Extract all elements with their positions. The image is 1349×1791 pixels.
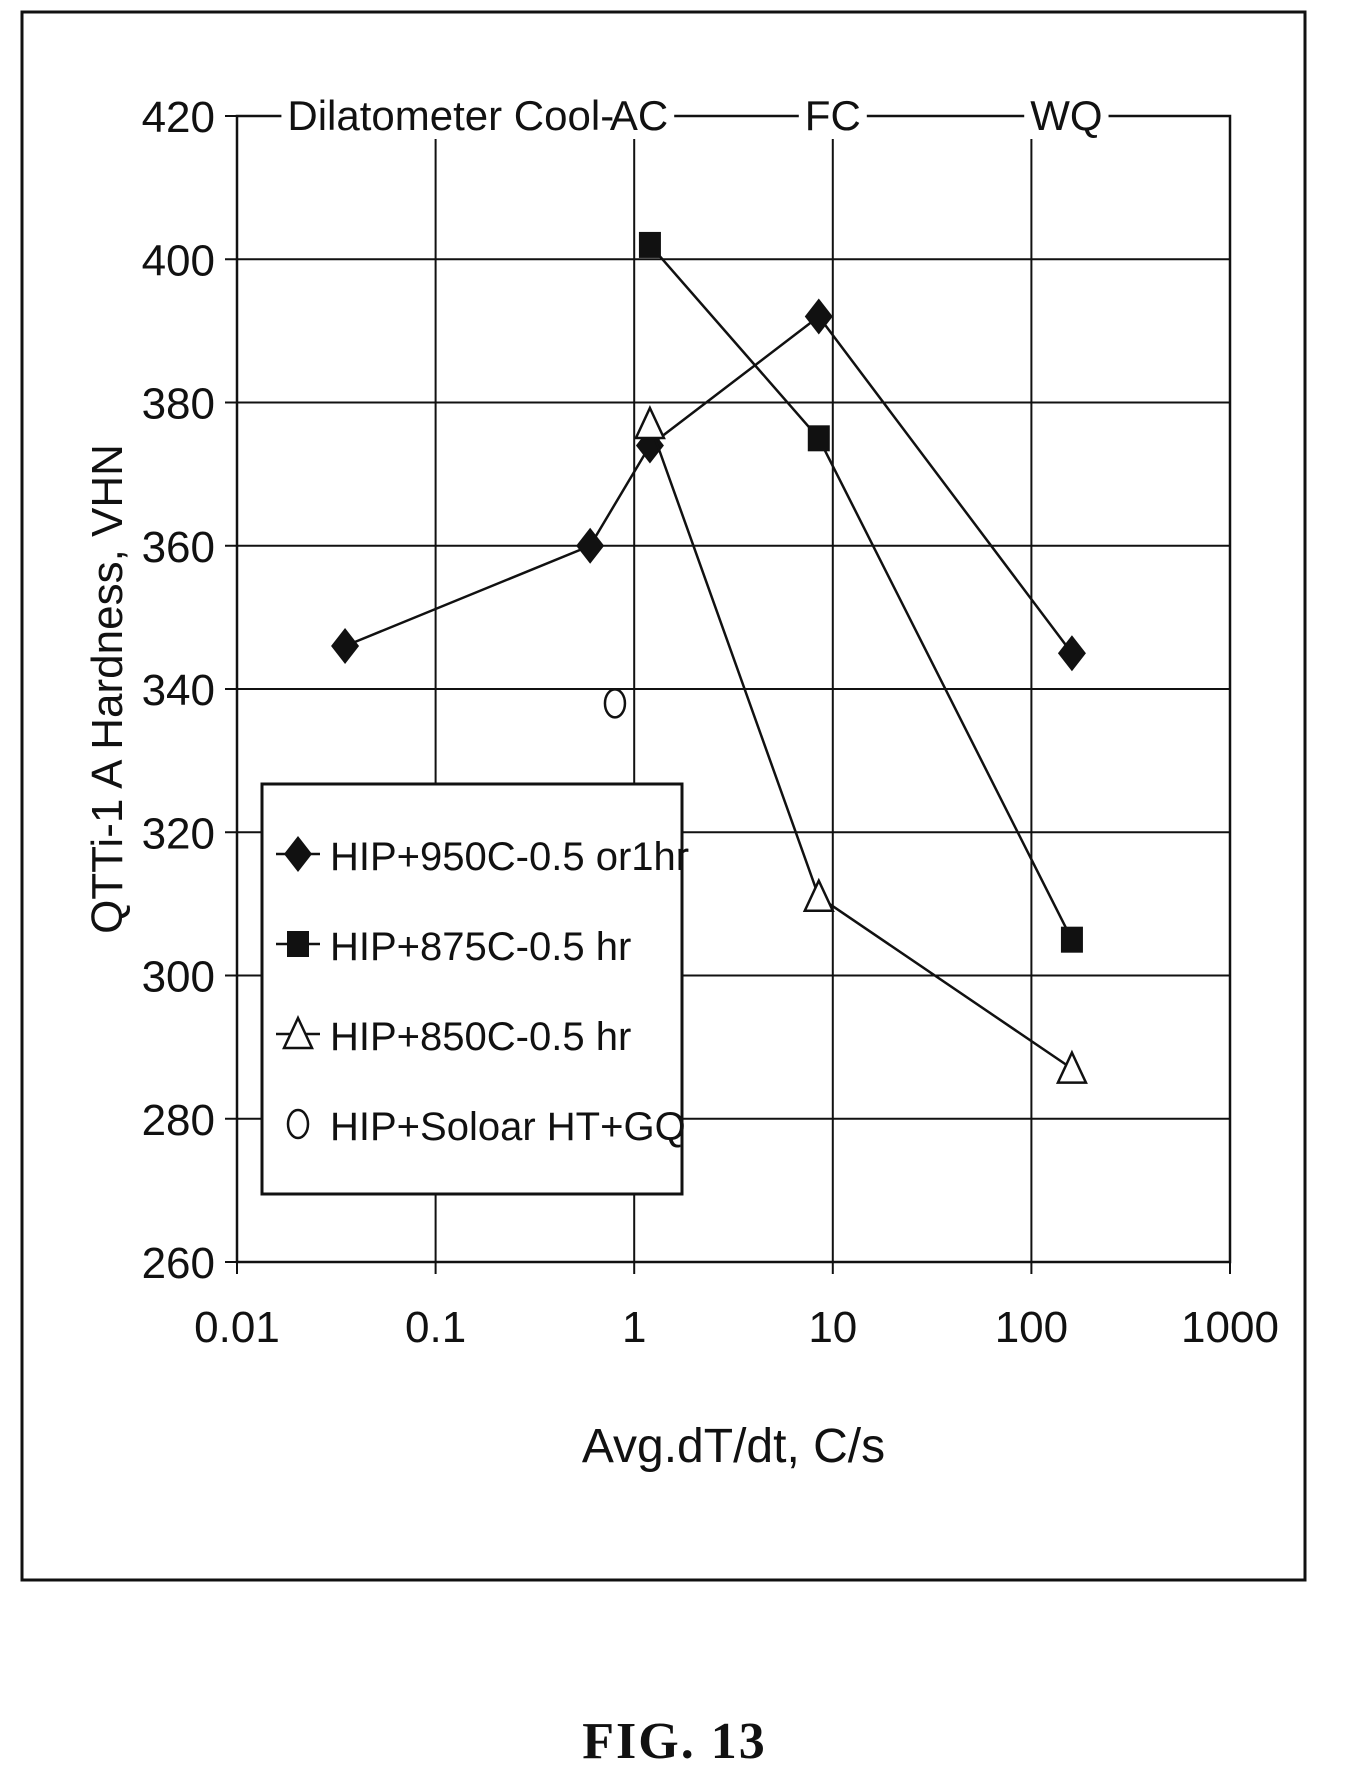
y-tick-label: 340 bbox=[142, 666, 215, 715]
annotation-label-background bbox=[281, 92, 607, 139]
y-tick-label: 400 bbox=[142, 236, 215, 285]
y-axis-label: QTTi-1 A Hardness, VHN bbox=[83, 444, 132, 934]
marker-diamond bbox=[576, 527, 605, 564]
x-tick-label: 1000 bbox=[1181, 1303, 1279, 1352]
annotation-label: WQ bbox=[1030, 92, 1102, 139]
y-tick-label: 260 bbox=[142, 1239, 215, 1288]
marker-diamond bbox=[804, 298, 833, 335]
marker-circle bbox=[603, 688, 627, 719]
series-layer bbox=[331, 231, 1088, 1084]
x-tick-label: 0.1 bbox=[405, 1303, 466, 1352]
x-tick-label: 1 bbox=[622, 1303, 646, 1352]
marker-diamond bbox=[284, 836, 312, 872]
y-tick-label: 300 bbox=[142, 953, 215, 1002]
annotation-label-background bbox=[798, 92, 867, 139]
y-tick-label: 280 bbox=[142, 1096, 215, 1145]
x-tick-label: 10 bbox=[808, 1303, 857, 1352]
series bbox=[633, 405, 1088, 1084]
figure-frame bbox=[20, 10, 1307, 1582]
x-tick-label: 0.01 bbox=[194, 1303, 280, 1352]
marker-diamond bbox=[331, 628, 360, 665]
marker-diamond bbox=[1057, 635, 1086, 672]
marker-triangle bbox=[633, 405, 666, 440]
x-axis-label: Avg.dT/dt, C/s bbox=[582, 1420, 885, 1473]
x-tick-label: 100 bbox=[995, 1303, 1068, 1352]
legend-label: HIP+875C-0.5 hr bbox=[330, 925, 631, 969]
series-line bbox=[344, 314, 1073, 654]
y-tick-label: 320 bbox=[142, 809, 215, 858]
y-tick-label: 420 bbox=[142, 93, 215, 142]
figure-caption: FIG. 13 bbox=[582, 1713, 767, 1770]
series bbox=[331, 298, 1086, 672]
annotation-label: AC bbox=[610, 92, 668, 139]
marker-square bbox=[1060, 926, 1083, 953]
marker-square bbox=[287, 931, 309, 957]
plot-border bbox=[235, 114, 1232, 1264]
top-annotations: Dilatometer Cool AC FC WQ - bbox=[281, 92, 1109, 139]
annotation-label: FC bbox=[805, 92, 861, 139]
marker-circle bbox=[286, 1108, 310, 1140]
y-tick-label: 360 bbox=[142, 523, 215, 572]
y-tick-label: 380 bbox=[142, 380, 215, 429]
annotation-hyphen: - bbox=[600, 92, 614, 139]
marker-square bbox=[807, 425, 830, 452]
legend-label: HIP+850C-0.5 hr bbox=[330, 1015, 631, 1059]
legend: HIP+950C-0.5 or1hr HIP+875C-0.5 hr HIP+850… bbox=[260, 782, 689, 1196]
annotation-label-background bbox=[603, 92, 675, 139]
axes: 260 280 300 320 340 360 380 400 420 0.01 0.1 1 10 100… bbox=[142, 93, 1279, 1352]
marker-triangle bbox=[802, 877, 835, 912]
series bbox=[603, 688, 627, 719]
legend-label: HIP+950C-0.5 or1hr bbox=[330, 835, 689, 879]
marker-triangle bbox=[282, 1015, 314, 1050]
legend-box bbox=[260, 782, 684, 1196]
marker-triangle bbox=[1055, 1049, 1088, 1084]
marker-square bbox=[638, 231, 661, 258]
series-line bbox=[648, 244, 1074, 941]
annotation-label: Dilatometer Cool bbox=[287, 92, 600, 139]
legend-label: HIP+Soloar HT+GQ bbox=[330, 1105, 686, 1149]
annotation-label-background bbox=[1024, 92, 1109, 139]
series bbox=[638, 231, 1083, 953]
